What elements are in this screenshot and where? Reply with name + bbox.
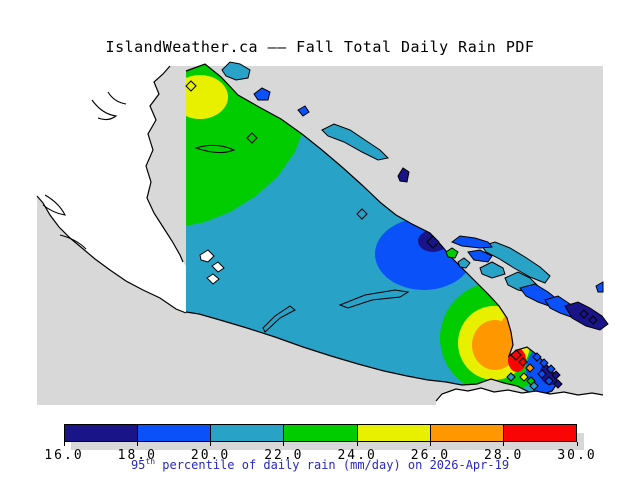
white-islet-1 [199,249,215,263]
station-diamond-icon [246,132,258,144]
colorbar-tick-label: 24.0 [337,448,377,463]
colorbar-segment-l18_20 [138,425,212,441]
colorbar-segment-l24_26 [357,425,431,441]
station-diamond-icon [588,315,598,325]
station-diamond-icon [510,349,522,361]
colorbar-tick-label: 22.0 [264,448,304,463]
station-diamond-icon [546,364,556,374]
colorbar: 16.0 18.0 20.0 22.0 24.0 26.0 28.0 30.0 [44,424,595,463]
white-islet-3 [206,273,220,285]
colorbar-tick [503,442,505,446]
station-markers [185,80,598,391]
station-diamond-icon [519,372,529,382]
colorbar-tick [136,442,138,446]
land-no-data-olympic [436,388,603,405]
station-diamond-icon [185,80,197,92]
island-north-3 [297,105,310,117]
island-strait-2 [397,167,410,183]
colorbar-tick-label: 26.0 [410,448,451,463]
coastline-island [185,63,559,396]
colorbar-tick-label: 20.0 [190,448,231,463]
offshore-islands [199,61,609,331]
caption-sup: th [145,457,156,466]
colorbar-tick-label: 28.0 [484,448,524,463]
land-no-data-northwest [37,66,186,313]
gulf-island-1 [450,235,493,249]
island-strait-1 [321,123,390,161]
colorbar-segment-l26_28 [430,425,504,441]
islet-harbor-1 [445,247,459,259]
gulf-island-2 [467,249,493,263]
lake-central [338,289,410,309]
gulf-island-3 [479,261,506,279]
station-diamond-icon [518,357,528,367]
inlet-lines-north [91,91,127,121]
colorbar-segment-l28_30 [503,425,576,441]
colorbar-tick [429,442,431,446]
colorbar-tick-label: 18.0 [117,448,157,463]
colorbar-tick [283,442,285,446]
colorbar-tick-label: 30.0 [557,448,597,463]
station-diamond-icon [426,235,440,249]
station-diamond-icon [544,376,554,386]
coastline-olympic [435,387,604,402]
station-diamond-icon [537,369,547,379]
station-diamond-icon [553,379,563,389]
station-diamond-icon [551,370,561,380]
colorbar-segment-l16_18 [65,425,139,441]
islet-harbor-2 [457,257,471,269]
station-diamond-icon [529,381,539,391]
lake-southwest [262,305,296,333]
caption-pre: 95 [130,458,146,472]
station-diamond-icon [532,352,542,362]
colorbar-tick [210,442,212,446]
station-diamond-icon [579,309,589,319]
coastline-channel [145,65,184,263]
figure-title: IslandWeather.ca —— Fall Total Daily Rai… [105,38,535,56]
colorbar-tick [576,442,578,446]
colorbar-segment-l20_22 [211,425,285,441]
caption-post: percentile of daily rain (mm/day) on 202… [155,458,510,472]
station-diamond-icon [506,372,516,382]
contour-southeast-26-28 [472,320,518,370]
station-diamond-icon [539,358,549,368]
station-diamond-icon [356,208,368,220]
island-north-1 [221,61,251,81]
colorbar-caption: 95th percentile of daily rain (mm/day) o… [0,457,640,472]
colorbar-bar [64,424,577,442]
colorbar-segment-l22_24 [284,425,358,441]
gulf-island-8 [595,281,604,293]
island-north-2 [253,87,271,101]
colorbar-tick-label: 16.0 [44,448,84,463]
island-texada [481,241,551,284]
colorbar-tick [63,442,65,446]
lake-north [194,144,236,154]
colorbar-tick [356,442,358,446]
contour-northwest-24-26 [186,75,228,119]
inlet-lines-south [42,194,87,250]
coastline-west [36,195,187,314]
white-islet-2 [211,261,225,273]
station-diamond-icon [525,363,535,373]
